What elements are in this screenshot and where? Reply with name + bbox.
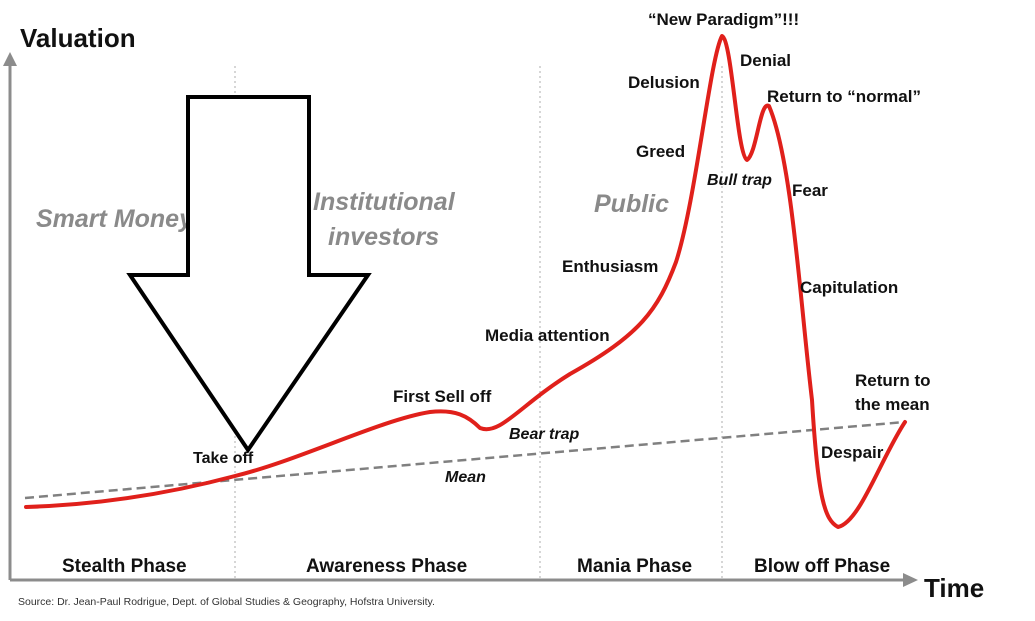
y-axis-title: Valuation: [20, 23, 136, 53]
source-citation: Source: Dr. Jean-Paul Rodrigue, Dept. of…: [18, 596, 435, 608]
x-axis-arrowhead: [903, 573, 918, 587]
down-arrow-shape: [126, 95, 372, 454]
participant-public: Public: [594, 190, 669, 218]
label-despair: Despair: [821, 443, 884, 462]
label-media-attention: Media attention: [485, 326, 610, 345]
label-first-sell-off: First Sell off: [393, 387, 492, 406]
phase-stealth: Stealth Phase: [62, 556, 187, 577]
label-delusion: Delusion: [628, 73, 700, 92]
valuation-curve: [24, 34, 907, 529]
label-mean: Mean: [445, 469, 486, 486]
participant-smart-money: Smart Money: [36, 205, 194, 233]
participant-institutional-line1: Institutional: [313, 188, 456, 216]
y-axis-arrowhead: [3, 52, 17, 66]
label-capitulation: Capitulation: [800, 278, 898, 297]
label-take-off: Take off: [193, 450, 254, 467]
label-new-paradigm: “New Paradigm”!!!: [648, 10, 799, 29]
phase-mania: Mania Phase: [577, 556, 692, 577]
label-enthusiasm: Enthusiasm: [562, 257, 658, 276]
label-greed: Greed: [636, 142, 685, 161]
phase-blowoff: Blow off Phase: [754, 556, 890, 577]
participant-institutional-line2: investors: [328, 223, 439, 251]
phase-awareness: Awareness Phase: [306, 556, 467, 577]
label-return-to-mean-line1: Return to: [855, 371, 931, 390]
label-fear: Fear: [792, 181, 828, 200]
label-return-to-mean-line2: the mean: [855, 395, 930, 414]
x-axis-title: Time: [924, 573, 984, 603]
label-bear-trap: Bear trap: [509, 426, 579, 443]
label-denial: Denial: [740, 51, 791, 70]
label-bull-trap: Bull trap: [707, 172, 772, 189]
label-return-to-normal: Return to “normal”: [767, 87, 921, 106]
mean-line: [24, 420, 906, 500]
